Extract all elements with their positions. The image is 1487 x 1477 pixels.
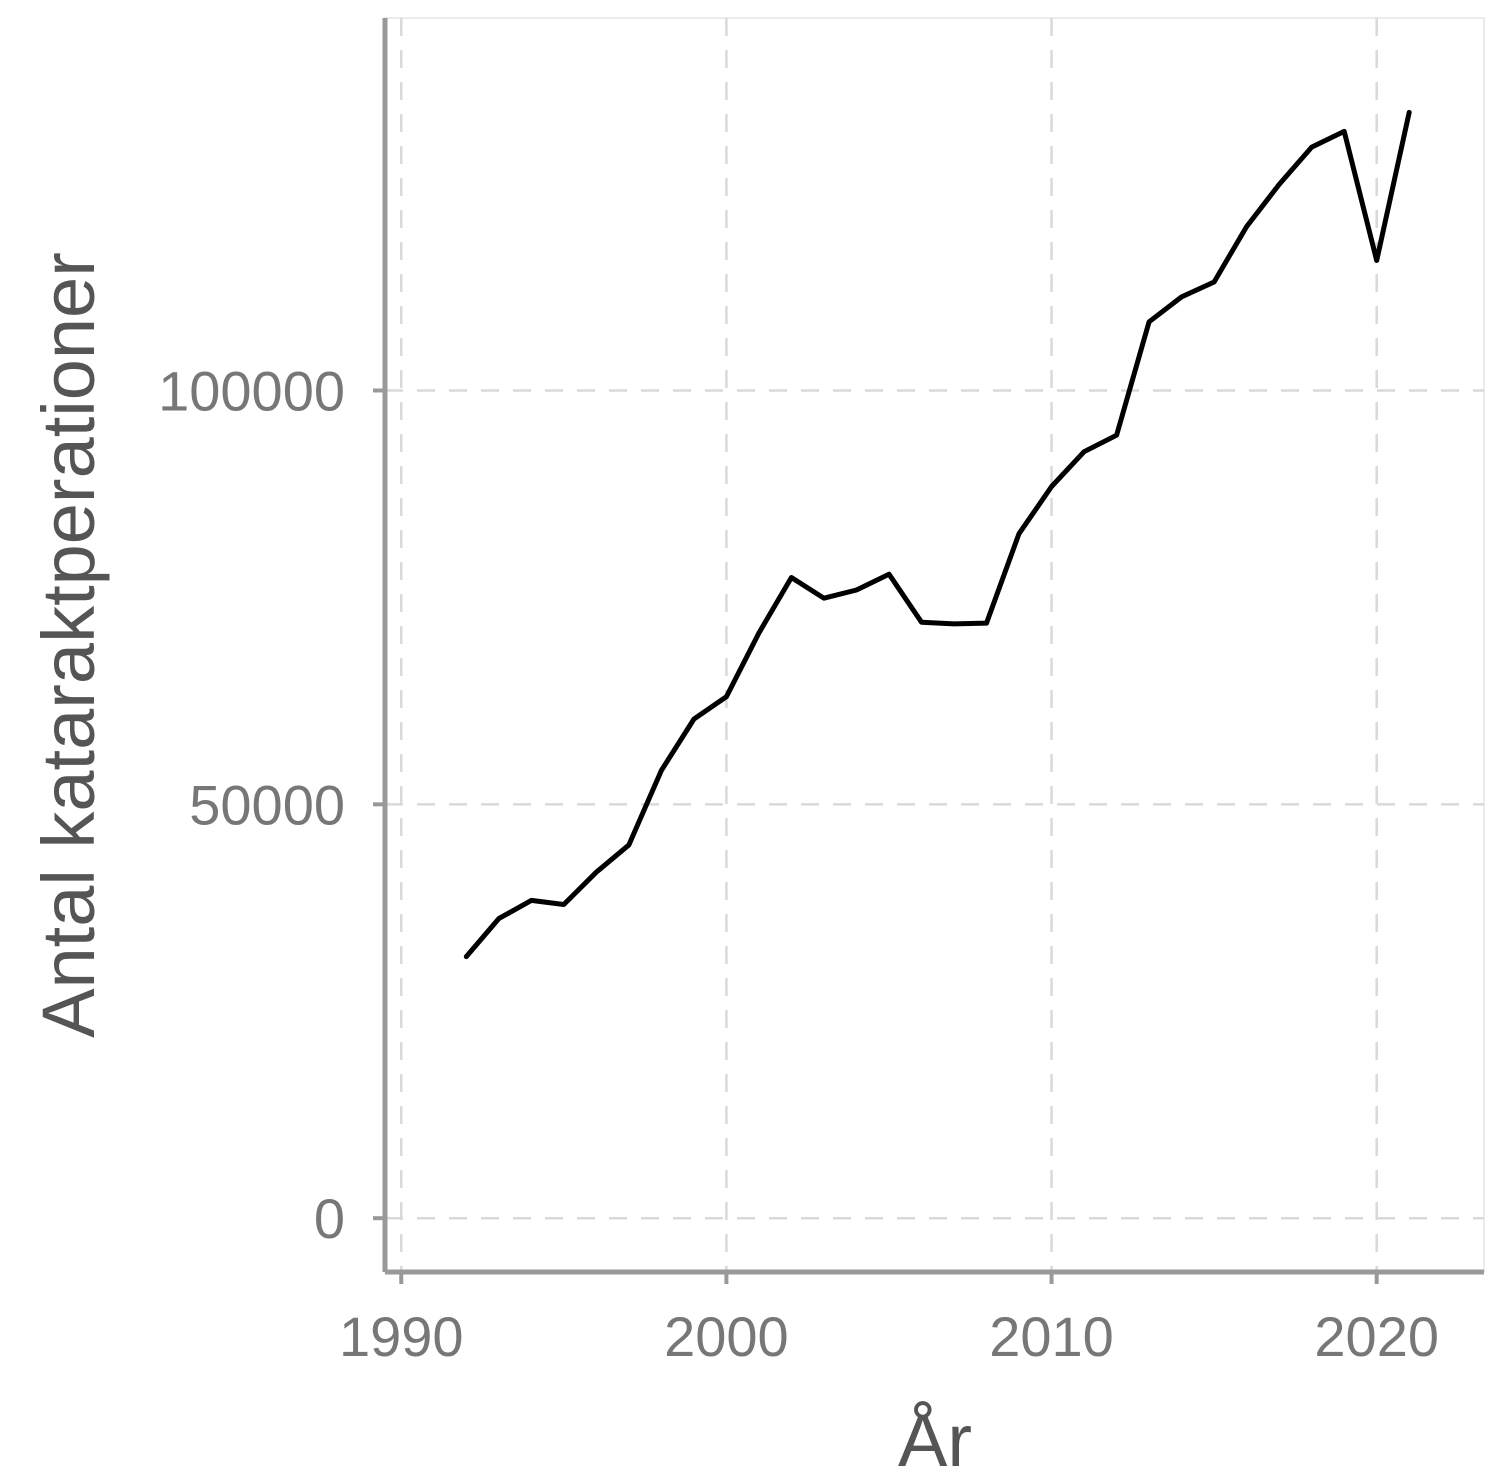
y-tick-label: 50000 xyxy=(189,773,345,836)
x-tick-labels: 1990 2000 2010 2020 xyxy=(339,1305,1439,1368)
grid-lines xyxy=(385,18,1484,1272)
axes xyxy=(382,18,1484,1275)
y-tick-label: 100000 xyxy=(158,359,345,422)
y-tick-labels: 0 50000 100000 xyxy=(158,359,345,1250)
x-tick-label: 1990 xyxy=(339,1305,464,1368)
series-line xyxy=(463,109,1412,960)
tick-marks xyxy=(373,388,1379,1284)
panel-border xyxy=(384,17,1485,1273)
x-tick-label: 2000 xyxy=(664,1305,789,1368)
y-axis-title: Antal kataraktperationer xyxy=(27,252,110,1038)
series-layer xyxy=(463,109,1412,960)
x-tick-label: 2010 xyxy=(989,1305,1114,1368)
y-tick-label: 0 xyxy=(314,1187,345,1250)
x-tick-label: 2020 xyxy=(1314,1305,1439,1368)
x-axis-title: År xyxy=(898,1399,972,1477)
